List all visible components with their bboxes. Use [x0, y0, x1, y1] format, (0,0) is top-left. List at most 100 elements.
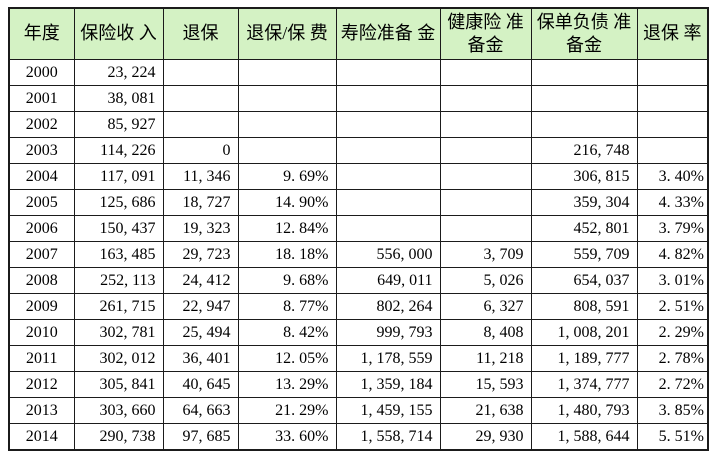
- table-row: 2007 163, 485 29, 723 18. 18% 556, 000 3, 709…: [8, 241, 709, 268]
- table-row: 2002 85, 927: [8, 111, 709, 138]
- value-cell: 13. 29%: [237, 371, 337, 398]
- value-cell: 12. 05%: [237, 345, 337, 372]
- value-cell: 29, 930: [439, 423, 532, 451]
- year-cell: 2003: [8, 137, 75, 164]
- value-cell: 216, 748: [530, 137, 638, 164]
- value-cell: 306, 815: [530, 163, 638, 190]
- year-cell: 2002: [8, 111, 75, 138]
- table-row: 2006 150, 437 19, 323 12. 84% 452, 801 3. 79%: [8, 215, 709, 242]
- value-cell: [237, 85, 337, 112]
- value-cell: [530, 59, 638, 86]
- table-row: 2000 23, 224: [8, 59, 709, 86]
- value-cell: [439, 111, 532, 138]
- column-header-liability-reserve: 保单负债 准备金: [530, 7, 638, 60]
- value-cell: 999, 793: [335, 319, 441, 346]
- value-cell: 8, 408: [439, 319, 532, 346]
- value-cell: [335, 163, 441, 190]
- value-cell: [530, 85, 638, 112]
- value-cell: 0: [162, 137, 239, 164]
- value-cell: 21. 29%: [237, 397, 337, 424]
- value-cell: 1, 189, 777: [530, 345, 638, 372]
- value-cell: [439, 215, 532, 242]
- year-cell: 2014: [8, 423, 75, 451]
- value-cell: [162, 59, 239, 86]
- value-cell: 12. 84%: [237, 215, 337, 242]
- table-row: 2003 114, 226 0 216, 748: [8, 137, 709, 164]
- value-cell: 150, 437: [73, 215, 164, 242]
- value-cell: 64, 663: [162, 397, 239, 424]
- year-cell: 2011: [8, 345, 75, 372]
- value-cell: [335, 137, 441, 164]
- value-cell: 3. 40%: [636, 163, 709, 190]
- value-cell: [335, 111, 441, 138]
- value-cell: [335, 59, 441, 86]
- table-row: 2005 125, 686 18, 727 14. 90% 359, 304 4. 33%: [8, 189, 709, 216]
- value-cell: 302, 012: [73, 345, 164, 372]
- value-cell: 1, 480, 793: [530, 397, 638, 424]
- value-cell: 1, 588, 644: [530, 423, 638, 451]
- value-cell: [636, 137, 709, 164]
- value-cell: 1, 008, 201: [530, 319, 638, 346]
- value-cell: 22, 947: [162, 293, 239, 320]
- value-cell: 261, 715: [73, 293, 164, 320]
- value-cell: 85, 927: [73, 111, 164, 138]
- value-cell: 24, 412: [162, 267, 239, 294]
- table-row: 2014 290, 738 97, 685 33. 60% 1, 558, 714 29,…: [8, 423, 709, 451]
- value-cell: 125, 686: [73, 189, 164, 216]
- value-cell: 556, 000: [335, 241, 441, 268]
- year-cell: 2013: [8, 397, 75, 424]
- year-cell: 2010: [8, 319, 75, 346]
- table-row: 2008 252, 113 24, 412 9. 68% 649, 011 5, 026 6…: [8, 267, 709, 294]
- value-cell: 802, 264: [335, 293, 441, 320]
- year-cell: 2005: [8, 189, 75, 216]
- value-cell: [636, 85, 709, 112]
- value-cell: 1, 558, 714: [335, 423, 441, 451]
- value-cell: 40, 645: [162, 371, 239, 398]
- value-cell: 3. 01%: [636, 267, 709, 294]
- value-cell: [335, 189, 441, 216]
- value-cell: 11, 218: [439, 345, 532, 372]
- value-cell: [439, 189, 532, 216]
- value-cell: 4. 33%: [636, 189, 709, 216]
- value-cell: 2. 78%: [636, 345, 709, 372]
- value-cell: 14. 90%: [237, 189, 337, 216]
- column-header-health-reserve: 健康险 准备金: [439, 7, 532, 60]
- year-cell: 2009: [8, 293, 75, 320]
- value-cell: [439, 137, 532, 164]
- value-cell: [335, 215, 441, 242]
- table-row: 2011 302, 012 36, 401 12. 05% 1, 178, 559 11,…: [8, 345, 709, 372]
- value-cell: 36, 401: [162, 345, 239, 372]
- value-cell: 305, 841: [73, 371, 164, 398]
- value-cell: 4. 82%: [636, 241, 709, 268]
- table-row: 2001 38, 081: [8, 85, 709, 112]
- value-cell: 15, 593: [439, 371, 532, 398]
- value-cell: 33. 60%: [237, 423, 337, 451]
- value-cell: [530, 111, 638, 138]
- year-cell: 2008: [8, 267, 75, 294]
- value-cell: 18, 727: [162, 189, 239, 216]
- value-cell: 1, 359, 184: [335, 371, 441, 398]
- table-body: 2000 23, 224 2001 38, 081 2002 85, 927 2003 114…: [8, 59, 709, 451]
- column-header-surrender-premium: 退保/保 费: [237, 7, 337, 60]
- value-cell: [335, 85, 441, 112]
- value-cell: 252, 113: [73, 267, 164, 294]
- column-header-life-reserve: 寿险准备 金: [335, 7, 441, 60]
- value-cell: 3. 85%: [636, 397, 709, 424]
- value-cell: 25, 494: [162, 319, 239, 346]
- value-cell: 8. 42%: [237, 319, 337, 346]
- value-cell: 6, 327: [439, 293, 532, 320]
- value-cell: 11, 346: [162, 163, 239, 190]
- value-cell: 97, 685: [162, 423, 239, 451]
- value-cell: 303, 660: [73, 397, 164, 424]
- value-cell: 5, 026: [439, 267, 532, 294]
- value-cell: 114, 226: [73, 137, 164, 164]
- value-cell: 452, 801: [530, 215, 638, 242]
- value-cell: 9. 68%: [237, 267, 337, 294]
- value-cell: 29, 723: [162, 241, 239, 268]
- value-cell: [636, 111, 709, 138]
- value-cell: 9. 69%: [237, 163, 337, 190]
- column-header-surrender: 退保: [162, 7, 239, 60]
- value-cell: 559, 709: [530, 241, 638, 268]
- value-cell: 1, 459, 155: [335, 397, 441, 424]
- value-cell: [439, 59, 532, 86]
